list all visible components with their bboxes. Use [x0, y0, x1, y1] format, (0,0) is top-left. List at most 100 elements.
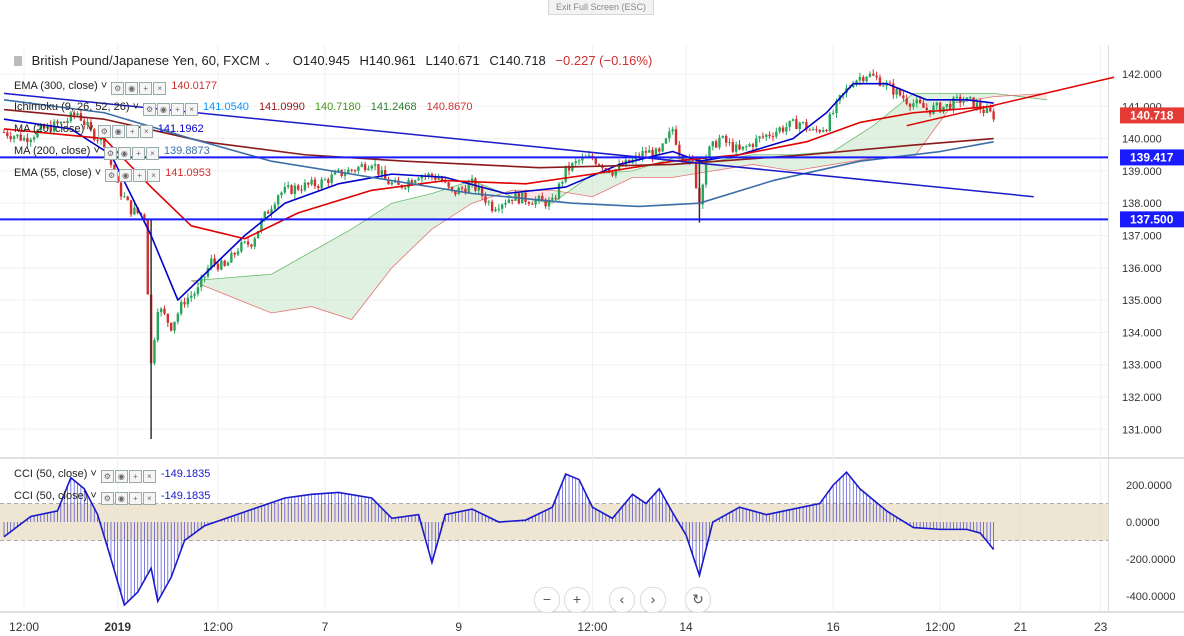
close-icon[interactable]: ×: [147, 169, 161, 182]
visibility-icon[interactable]: ◉: [119, 169, 133, 182]
visibility-icon[interactable]: ◉: [114, 492, 128, 505]
candle-body: [353, 170, 357, 172]
ichimoku-cloud: [311, 229, 352, 320]
close-icon[interactable]: ×: [145, 147, 159, 160]
candle-body: [895, 88, 898, 95]
candle-body: [179, 301, 183, 314]
settings-icon[interactable]: ⚙: [100, 470, 114, 483]
indicator-name[interactable]: Ichimoku (9, 26, 52, 26) ˅: [14, 101, 140, 113]
candle-body: [708, 146, 711, 157]
plus-icon[interactable]: +: [564, 587, 590, 613]
candle-body: [153, 340, 156, 364]
candle-body: [815, 129, 818, 131]
candle-body: [36, 130, 39, 138]
candle-body: [597, 164, 601, 166]
candle-body: [534, 199, 537, 205]
price-tick-label: 133.000: [1122, 360, 1162, 372]
visibility-icon[interactable]: ◉: [117, 147, 131, 160]
settings-icon[interactable]: ⚙: [105, 169, 119, 182]
candle-body: [276, 195, 280, 205]
cci-tick-label: 200.0000: [1126, 480, 1172, 492]
candle-body: [537, 195, 541, 200]
candle-body: [798, 122, 801, 130]
chevron-left-icon[interactable]: ‹: [609, 587, 635, 613]
add-icon[interactable]: +: [139, 82, 153, 95]
candle-body: [380, 170, 384, 175]
candle-body: [805, 121, 808, 130]
visibility-icon[interactable]: ◉: [111, 125, 125, 138]
indicator-row[interactable]: MA (20, close) ˅ ⚙ ◉ + × 141.1962: [14, 121, 214, 138]
cci-indicator-name[interactable]: CCI (50, close) ˅: [14, 490, 97, 502]
indicator-controls: ⚙ ◉ + ×: [103, 145, 160, 161]
candle-body: [547, 199, 551, 207]
cci-indicator-value: -149.1835: [160, 490, 211, 502]
candle-body: [447, 182, 450, 187]
indicator-name[interactable]: MA (20, close) ˅: [14, 123, 94, 135]
candle-body: [297, 185, 300, 190]
candle-body: [611, 172, 614, 176]
cci-indicator-row[interactable]: CCI (50, close) ˅ ⚙ ◉ + × -149.1835: [14, 466, 220, 483]
candle-body: [835, 100, 838, 114]
candle-body: [490, 201, 494, 212]
add-icon[interactable]: +: [128, 470, 142, 483]
candle-body: [607, 168, 611, 173]
settings-icon[interactable]: ⚙: [100, 492, 114, 505]
visibility-icon[interactable]: ◉: [114, 470, 128, 483]
candle-body: [256, 230, 260, 239]
visibility-icon[interactable]: ◉: [157, 103, 171, 116]
add-icon[interactable]: +: [128, 492, 142, 505]
visibility-icon[interactable]: ◉: [125, 82, 139, 95]
candle-body: [507, 199, 511, 203]
candle-body: [738, 144, 741, 150]
indicator-name[interactable]: MA (200, close) ˅: [14, 145, 100, 157]
add-icon[interactable]: +: [133, 169, 147, 182]
low-value: L140.671: [425, 53, 480, 68]
candle-body: [22, 137, 26, 141]
indicator-row[interactable]: EMA (55, close) ˅ ⚙ ◉ + × 141.0953: [14, 165, 221, 182]
indicator-row[interactable]: EMA (300, close) ˅ ⚙ ◉ + × 140.0177: [14, 78, 227, 96]
indicator-name[interactable]: EMA (55, close) ˅: [14, 167, 102, 179]
candle-body: [220, 260, 223, 270]
settings-icon[interactable]: ⚙: [97, 125, 111, 138]
close-icon[interactable]: ×: [142, 492, 156, 505]
candle-body: [42, 125, 46, 129]
chevron-right-icon[interactable]: ›: [640, 587, 666, 613]
cci-indicator-row[interactable]: CCI (50, close) ˅ ⚙ ◉ + × -149.1835: [14, 488, 220, 505]
indicator-controls: ⚙ ◉ + ×: [111, 80, 167, 96]
indicator-row[interactable]: MA (200, close) ˅ ⚙ ◉ + × 139.8873: [14, 143, 220, 161]
price-tick-label: 138.000: [1122, 198, 1162, 210]
add-icon[interactable]: +: [171, 103, 185, 116]
candle-body: [905, 98, 908, 104]
candle-body: [668, 131, 671, 139]
indicator-value: 141.0953: [165, 167, 212, 179]
symbol-name[interactable]: British Pound/Japanese Yen, 60, FXCM: [31, 53, 260, 68]
indicator-row[interactable]: Ichimoku (9, 26, 52, 26) ˅ ⚙ ◉ + × 141.0540 14…: [14, 99, 483, 116]
minus-icon[interactable]: −: [534, 587, 560, 613]
settings-icon[interactable]: ⚙: [143, 103, 157, 116]
candle-body: [166, 313, 170, 323]
close-icon[interactable]: ×: [139, 125, 153, 138]
candle-body: [771, 136, 775, 138]
close-icon[interactable]: ×: [153, 82, 167, 95]
indicator-name[interactable]: EMA (300, close) ˅: [14, 80, 108, 92]
exit-fullscreen-button[interactable]: Exit Full Screen (ESC): [548, 0, 654, 15]
add-icon[interactable]: +: [125, 125, 139, 138]
settings-icon[interactable]: ⚙: [111, 82, 125, 95]
close-icon[interactable]: ×: [185, 103, 199, 116]
candle-body: [765, 134, 768, 137]
candle-body: [494, 209, 497, 212]
candle-body: [671, 129, 674, 132]
candle-body: [878, 77, 882, 86]
reset-icon[interactable]: ↻: [685, 587, 711, 613]
chevron-down-icon[interactable]: ⌄: [263, 57, 272, 67]
candle-body: [19, 134, 22, 141]
add-icon[interactable]: +: [131, 147, 145, 160]
close-icon[interactable]: ×: [142, 470, 156, 483]
settings-icon[interactable]: ⚙: [103, 147, 117, 160]
cci-indicator-name[interactable]: CCI (50, close) ˅: [14, 468, 97, 480]
candle-body: [286, 185, 290, 187]
candle-body: [303, 182, 307, 191]
ma-series-line: [3, 108, 994, 169]
candle-body: [942, 106, 945, 113]
